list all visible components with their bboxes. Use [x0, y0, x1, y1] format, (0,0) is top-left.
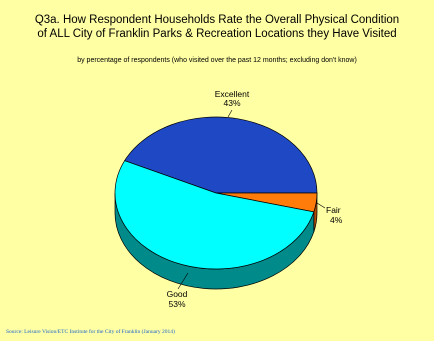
slice-value-good: 53% [168, 299, 185, 309]
chart-subtitle: by percentage of respondents (who visite… [77, 57, 357, 64]
pie-top-group [114, 116, 318, 270]
slice-value-fair: 4% [330, 215, 343, 225]
slice-value-excellent: 43% [223, 98, 240, 108]
chart-title-line-2: of ALL City of Franklin Parks & Recreati… [37, 28, 397, 40]
leader-line-fair [316, 202, 326, 209]
leader-line-good [177, 272, 189, 290]
chart-title: Q3a. How Respondent Households Rate the … [0, 13, 434, 41]
source-note: Source: Leisure Vision/ETC Institute for… [6, 329, 175, 335]
slice-label-good: Good [167, 289, 188, 299]
pie-slice-excellent [124, 116, 318, 194]
chart-title-line-1: Q3a. How Respondent Households Rate the … [34, 14, 400, 26]
slice-label-excellent: Excellent [215, 89, 250, 99]
pie-slice-good [114, 160, 315, 270]
slice-label-fair: Fair [326, 205, 341, 215]
leader-line-excellent [227, 109, 233, 118]
